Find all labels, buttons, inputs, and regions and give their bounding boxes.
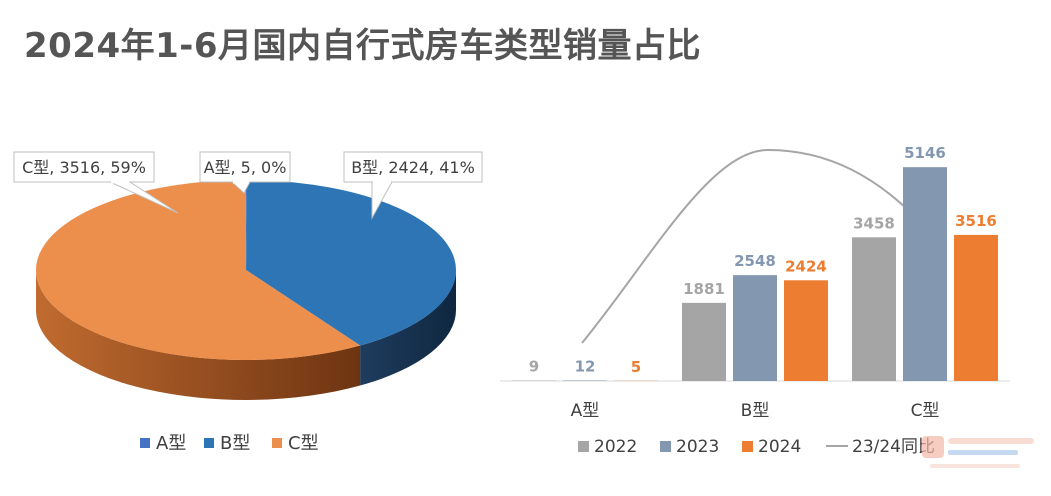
bar-label-B型-2024: 2424 xyxy=(785,257,827,275)
bar-legend-2023: 2023 xyxy=(660,437,719,457)
pie-legend-B型: B型 xyxy=(204,433,250,454)
svg-text:C型: C型 xyxy=(288,433,319,454)
bar-label-C型-2022: 3458 xyxy=(853,214,895,232)
svg-text:23/24同比: 23/24同比 xyxy=(852,437,935,457)
bar-label-B型-2022: 1881 xyxy=(683,280,725,298)
pie-label-B型: B型, 2424, 41% xyxy=(343,151,483,220)
bar-legend-2024: 2024 xyxy=(742,437,801,457)
bar-B型-2022 xyxy=(682,302,726,381)
x-tick-A型: A型 xyxy=(571,401,600,421)
svg-text:B型, 2424, 41%: B型, 2424, 41% xyxy=(351,158,475,177)
bar-C型-2022 xyxy=(852,237,896,381)
pie-side-C型 xyxy=(36,270,361,401)
line-series-yoy xyxy=(581,148,941,344)
pie-slice-C型 xyxy=(36,180,361,360)
svg-text:A型: A型 xyxy=(156,433,186,454)
bar-C型-2024 xyxy=(954,234,998,381)
x-tick-C型: C型 xyxy=(911,401,940,421)
pie-slice-A型 xyxy=(246,180,248,270)
bar-legend-2022: 2022 xyxy=(578,437,637,457)
bar-label-A型-2022: 9 xyxy=(529,358,539,376)
bar-label-C型-2023: 5146 xyxy=(904,144,946,162)
bar-C型-2023 xyxy=(903,167,947,381)
pie-label-A型: A型, 5, 0% xyxy=(199,151,291,194)
bar-legend-line: 23/24同比 xyxy=(826,437,935,457)
bar-label-B型-2023: 2548 xyxy=(734,252,776,270)
pie-label-C型: C型, 3516, 59% xyxy=(13,151,179,214)
pie-legend-C型: C型 xyxy=(272,433,319,454)
svg-text:C型, 3516, 59%: C型, 3516, 59% xyxy=(22,158,146,177)
pie-slice-B型 xyxy=(246,180,457,346)
pie-legend-A型: A型 xyxy=(140,433,186,454)
svg-text:2024: 2024 xyxy=(758,437,801,457)
bar-label-C型-2024: 3516 xyxy=(955,212,997,230)
pie-chart: A型, 5, 0% B型, 2424, 41% C型, 3516, 59% A型 B型 C… xyxy=(13,151,483,454)
bar-B型-2023 xyxy=(733,275,777,381)
x-tick-B型: B型 xyxy=(741,401,770,421)
watermark-logo xyxy=(922,436,1034,468)
chart-title: 2024年1-6月国内自行式房车类型销量占比 xyxy=(24,26,702,66)
bar-B型-2024 xyxy=(784,280,828,381)
bar-label-A型-2023: 12 xyxy=(575,358,596,376)
bar-chart: 9 12 5 A型 1881 2548 2424 B型 3458 5146 3516 C型 2022 20… xyxy=(500,144,1010,457)
svg-text:B型: B型 xyxy=(220,433,250,454)
pie-side-B型 xyxy=(360,270,456,386)
svg-text:2023: 2023 xyxy=(676,437,719,457)
svg-text:A型, 5, 0%: A型, 5, 0% xyxy=(204,158,287,177)
bar-label-A型-2024: 5 xyxy=(631,358,641,376)
svg-text:2022: 2022 xyxy=(594,437,637,457)
